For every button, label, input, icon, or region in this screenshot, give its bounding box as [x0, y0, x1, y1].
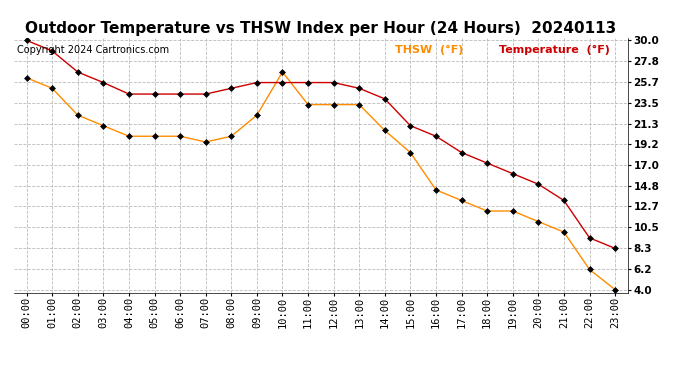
Text: THSW  (°F): THSW (°F) — [395, 45, 463, 55]
Text: Temperature  (°F): Temperature (°F) — [499, 45, 610, 55]
Text: Copyright 2024 Cartronics.com: Copyright 2024 Cartronics.com — [17, 45, 169, 55]
Title: Outdoor Temperature vs THSW Index per Hour (24 Hours)  20240113: Outdoor Temperature vs THSW Index per Ho… — [26, 21, 616, 36]
